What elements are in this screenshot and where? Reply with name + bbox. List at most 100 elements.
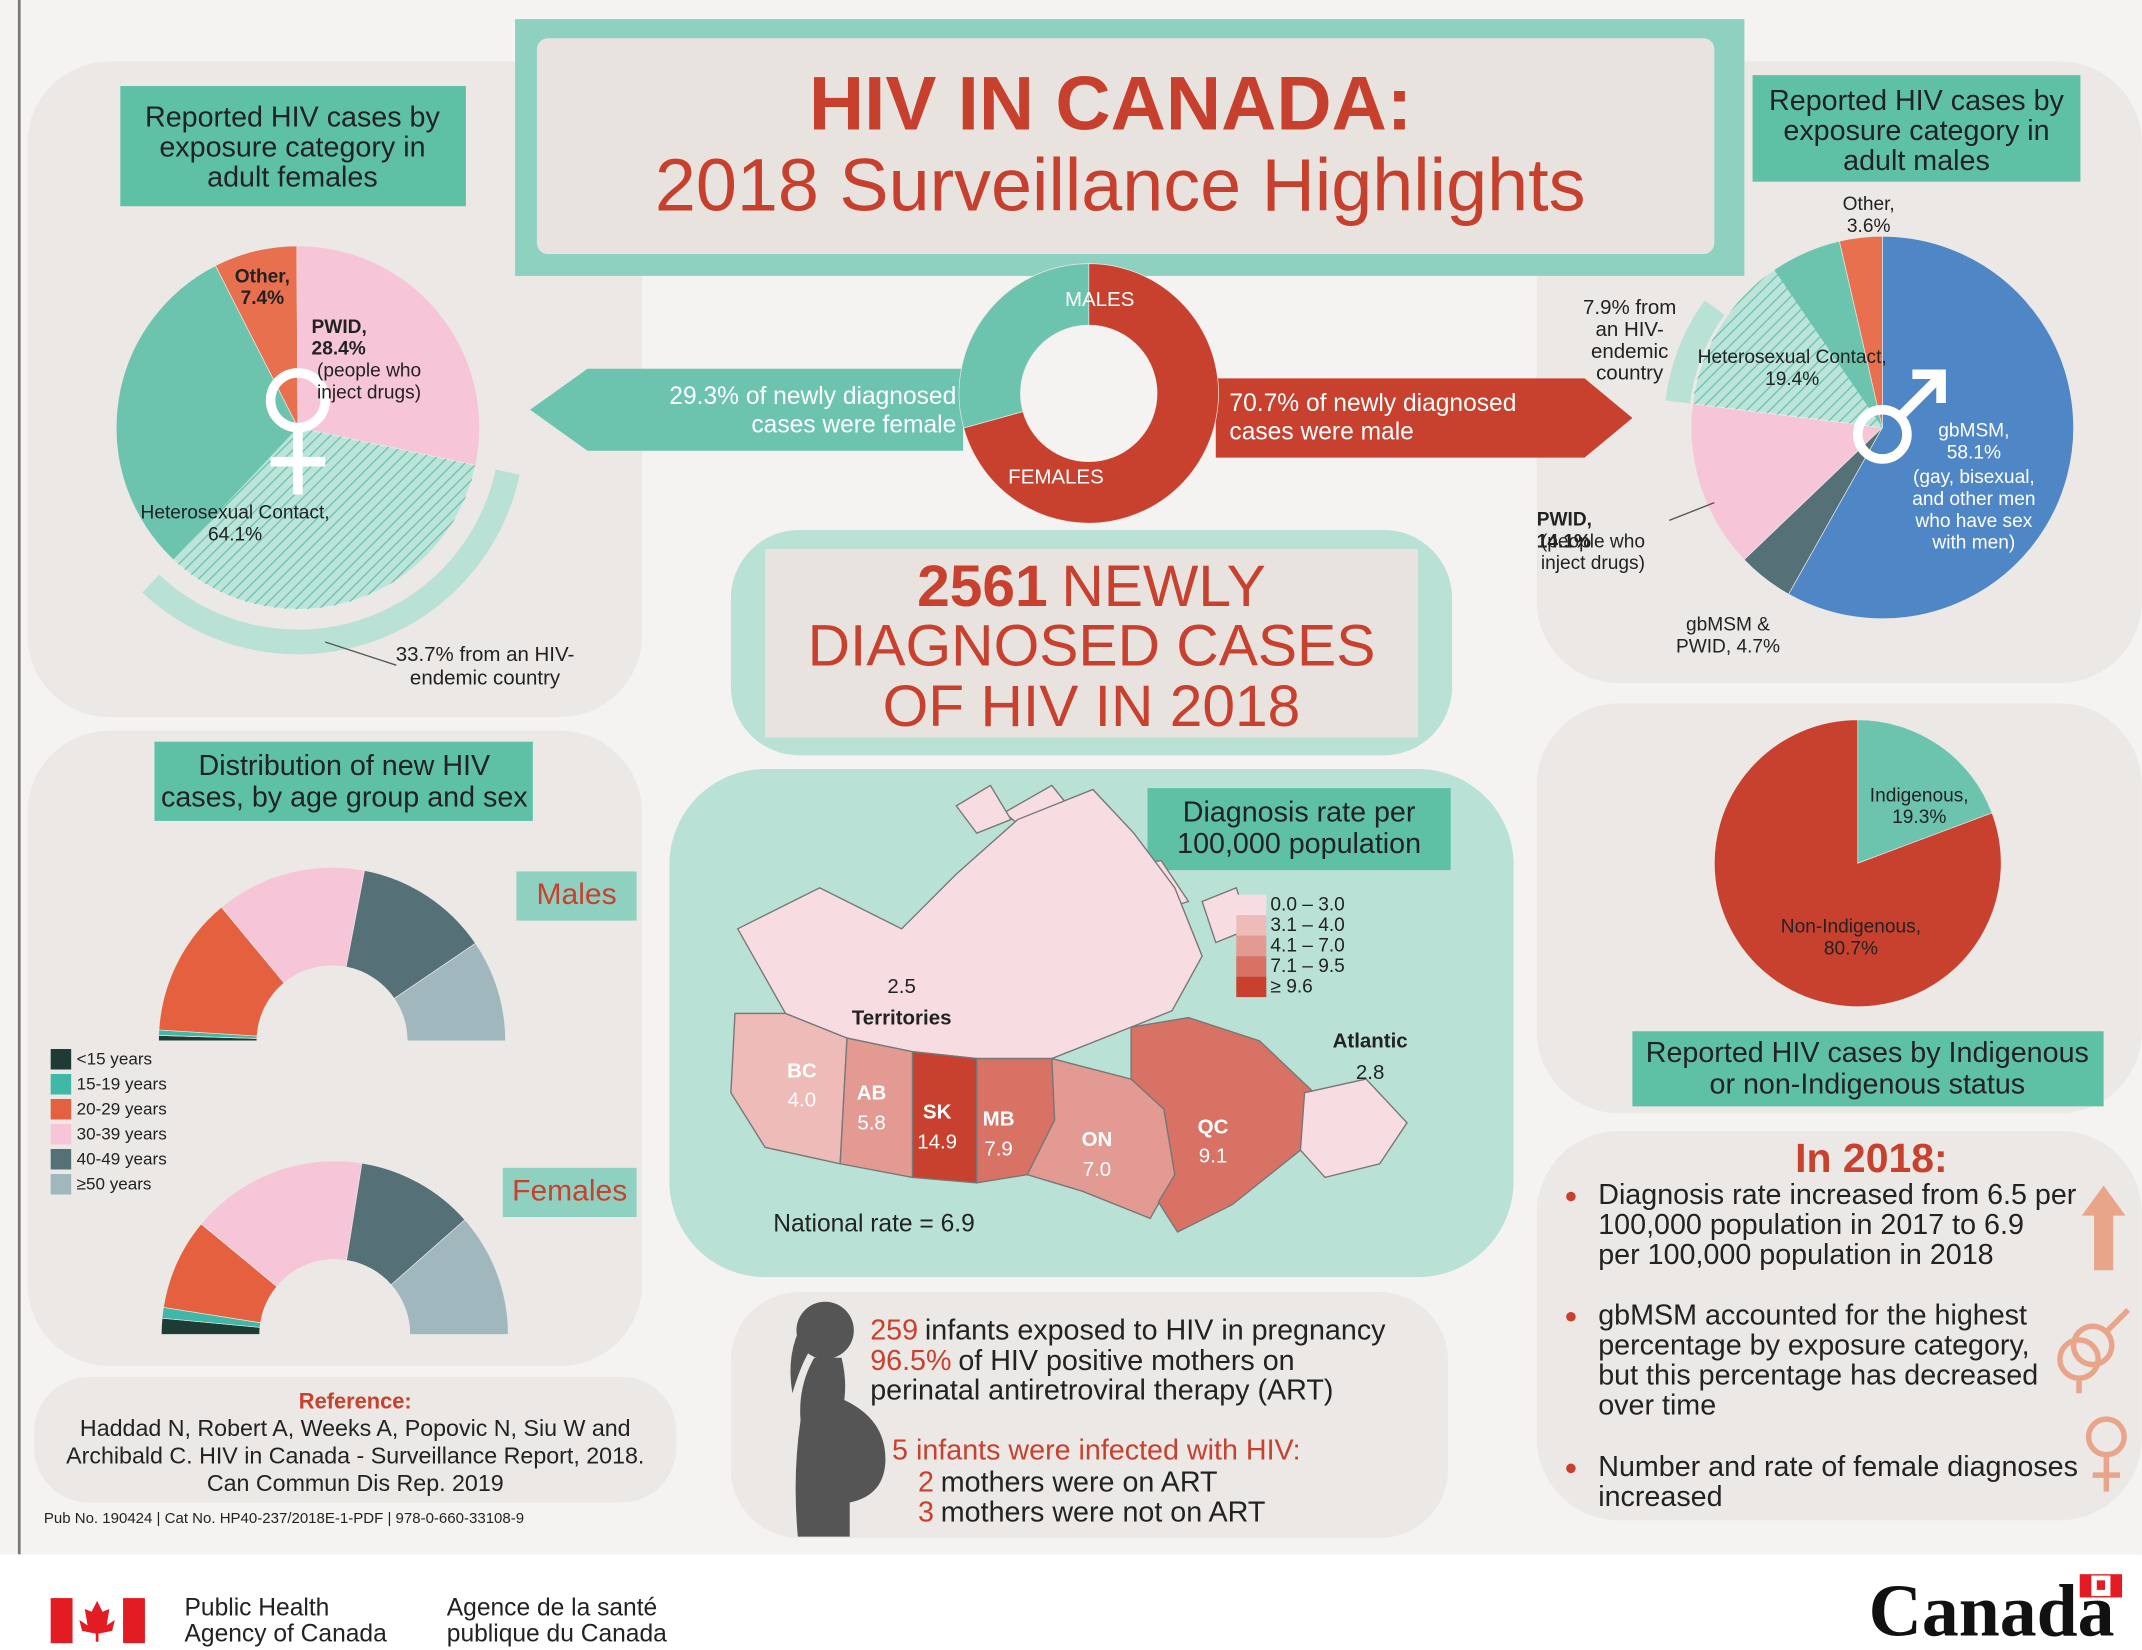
slice-value: 7.4% [241, 288, 285, 309]
legend-label: 20-29 years [77, 1099, 167, 1118]
region-label: AB [857, 1081, 887, 1104]
legend-swatch [1236, 956, 1267, 977]
arrow-text: 70.7% of newly diagnosed [1229, 390, 1516, 417]
annotation: 7.9% from [1583, 296, 1676, 319]
text-span: 3 [918, 1496, 934, 1528]
legend-label: 4.1 – 7.0 [1270, 936, 1344, 957]
slice-value: 3.6% [1847, 216, 1891, 237]
legend-label: 40-49 years [77, 1149, 167, 1168]
slice-value: 64.1% [208, 524, 262, 545]
legend-label: <15 years [77, 1049, 152, 1068]
slice-label: MALES [1065, 288, 1134, 311]
pie-slice [963, 263, 1219, 524]
legend-swatch [50, 1098, 72, 1120]
pie-slice [1839, 235, 1883, 428]
text-span: NEWLY [1061, 554, 1265, 619]
legend-swatch [50, 1173, 72, 1195]
pie-slice [958, 263, 1090, 429]
stat-line: perinatal antiretroviral therapy (ART) [870, 1374, 1333, 1406]
slice-label: PWID, [312, 317, 367, 338]
chart-title: Reported HIV cases by Indigenous [1646, 1037, 2089, 1069]
region-value: 5.8 [857, 1112, 885, 1135]
region-label: Atlantic [1333, 1030, 1408, 1053]
region-value: 2.8 [1356, 1061, 1384, 1084]
text-span: infants exposed to HIV in pregnancy [925, 1314, 1386, 1346]
highlights-title: In 2018: [1795, 1135, 1948, 1181]
bullet [1566, 1463, 1576, 1474]
legend-swatch [50, 1123, 72, 1145]
annotation: endemic country [410, 666, 561, 689]
region-value: 2.5 [887, 975, 915, 998]
arrow-left [530, 368, 964, 451]
slice-note: and other men [1912, 489, 2035, 510]
reference-title: Reference: [299, 1389, 412, 1414]
footer [0, 1554, 2142, 1650]
annotation: endemic [1591, 340, 1668, 363]
panel [1536, 1130, 2142, 1521]
slice-note: with men) [1931, 533, 2015, 554]
bullet-text: Number and rate of female diagnoses [1598, 1451, 2078, 1483]
chart-title: Reported HIV cases by [145, 101, 440, 133]
bullet-text: over time [1598, 1389, 1716, 1421]
endemic-arc [1665, 300, 1725, 404]
chart-title: cases, by age group and sex [161, 782, 528, 814]
leader-line [1669, 502, 1715, 522]
chart-title: or non-Indigenous status [1710, 1068, 2026, 1100]
footer-text: Public Health [185, 1595, 330, 1622]
legend-swatch [1236, 915, 1267, 936]
headline-line: DIAGNOSED CASES [808, 614, 1376, 679]
wordmark-flag [2110, 1574, 2122, 1597]
slice-note: (people who [317, 361, 421, 382]
panel [27, 730, 643, 1366]
pie-slice [296, 245, 480, 466]
slice-label: Heterosexual Contact, [141, 503, 330, 524]
region-label: Territories [852, 1006, 952, 1029]
region-label: QC [1198, 1116, 1229, 1139]
headline-line: 2561 NEWLY [917, 554, 1266, 619]
bullet-text: Diagnosis rate increased from 6.5 per [1598, 1179, 2077, 1211]
headline-line: OF HIV IN 2018 [883, 674, 1301, 739]
text-span: 2561 [917, 554, 1048, 619]
slice-note: inject drugs) [317, 382, 421, 403]
legend-label: 0.0 – 3.0 [1270, 895, 1344, 916]
legend-label: 15-19 years [77, 1074, 167, 1093]
bullet-text: but this percentage has decreased [1598, 1359, 2038, 1391]
pie-slice [1714, 719, 2002, 1007]
text-span: mothers were not on ART [941, 1496, 1266, 1528]
title-box [1752, 75, 2081, 182]
headline-box [765, 549, 1418, 738]
text-span: mothers were on ART [941, 1466, 1218, 1498]
chart-title: exposure category in [159, 131, 425, 163]
male-symbol [1852, 369, 1946, 464]
bullet-text: percentage by exposure category, [1598, 1329, 2029, 1361]
chart-title: adult males [1843, 145, 1990, 177]
footer-text: publique du Canada [447, 1620, 667, 1647]
slice-label: FEMALES [1008, 465, 1104, 488]
chart-title: exposure category in [1783, 115, 2049, 147]
bullet-text: per 100,000 population in 2018 [1598, 1239, 1993, 1271]
pregnant-silhouette [790, 1301, 886, 1537]
publication: Pub No. 190424 | Cat No. HP40-237/2018E-… [44, 1510, 524, 1527]
slice-note: (people who [1541, 531, 1645, 552]
slice-label: Other, [1843, 194, 1895, 215]
region-value: 9.1 [1199, 1144, 1227, 1167]
legend-label: 7.1 – 9.5 [1270, 956, 1344, 977]
title-box [536, 38, 1715, 255]
region-label: MB [983, 1107, 1015, 1130]
legend-swatch [50, 1148, 72, 1170]
map-island [955, 784, 1012, 835]
female-icon [2085, 1416, 2127, 1492]
chart-title: 100,000 population [1177, 828, 1421, 860]
region-value: 4.0 [788, 1088, 816, 1111]
map-region [839, 1037, 914, 1179]
stat-line: 3 mothers were not on ART [918, 1496, 1265, 1528]
series-box [516, 871, 637, 921]
pie-slice [390, 1219, 509, 1335]
slice-label: Non-Indigenous, [1781, 916, 1921, 937]
legend-label: 3.1 – 4.0 [1270, 915, 1344, 936]
reference-line: Can Commun Dis Rep. 2019 [207, 1470, 504, 1496]
female-symbol [265, 368, 331, 495]
arrow-text: cases were female [751, 412, 956, 439]
annotation: 33.7% from an HIV- [396, 643, 575, 666]
slice-label: Heterosexual Contact, [1698, 347, 1887, 368]
